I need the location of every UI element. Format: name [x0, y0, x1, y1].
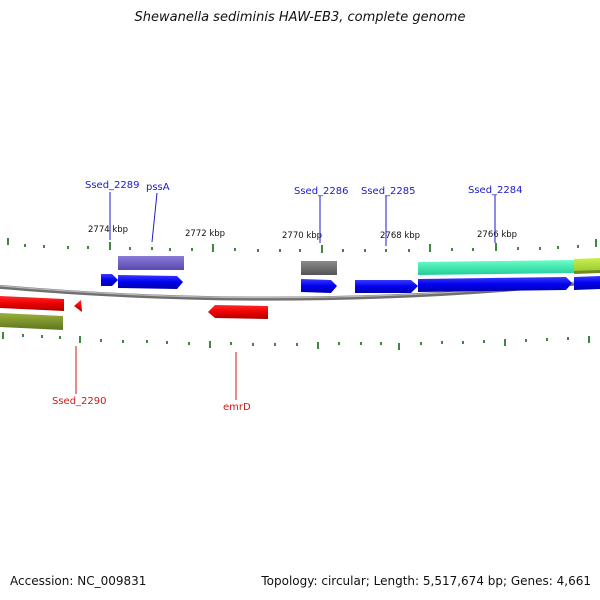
scale-label: 2768 kbp	[380, 231, 420, 241]
scale-label: 2772 kbp	[185, 229, 225, 239]
gene-arrow-forward[interactable]	[118, 275, 183, 289]
reverse-ticks	[2, 332, 590, 350]
page-title: Shewanella sediminis HAW-EB3, complete g…	[134, 10, 466, 25]
gene-block-lime[interactable]	[574, 258, 600, 272]
gene-block-olive[interactable]	[0, 313, 63, 330]
gene-arrow-forward[interactable]	[355, 280, 418, 293]
gene-label[interactable]: emrD	[223, 402, 251, 413]
gene-label[interactable]: Ssed_2285	[361, 186, 416, 197]
gene-block-purple[interactable]	[118, 256, 184, 270]
gene-label[interactable]: pssA	[146, 182, 170, 193]
gene-label[interactable]: Ssed_2286	[294, 186, 349, 197]
gene-arrow-reverse[interactable]	[208, 305, 268, 319]
gene-label[interactable]: Ssed_2284	[468, 185, 523, 196]
gene-arrow-forward[interactable]	[101, 274, 118, 286]
gene-arrow-reverse[interactable]	[74, 300, 82, 312]
gene-arrow-forward[interactable]	[301, 279, 337, 293]
scale-label: 2774 kbp	[88, 225, 128, 235]
gene-arrow-forward[interactable]	[574, 276, 600, 290]
gene-arrow-reverse[interactable]	[0, 296, 64, 311]
forward-ticks	[7, 238, 597, 253]
scale-label: 2770 kbp	[282, 231, 322, 241]
gene-block-gray[interactable]	[301, 261, 337, 275]
accession-text: Accession: NC_009831	[10, 574, 147, 588]
scale-label: 2766 kbp	[477, 230, 517, 240]
genome-summary: Topology: circular; Length: 5,517,674 bp…	[261, 574, 591, 588]
gene-label[interactable]: Ssed_2289	[85, 180, 140, 191]
gene-block-cyan[interactable]	[418, 260, 574, 275]
gene-label[interactable]: Ssed_2290	[52, 396, 107, 407]
gene-arrow-forward[interactable]	[418, 277, 572, 292]
